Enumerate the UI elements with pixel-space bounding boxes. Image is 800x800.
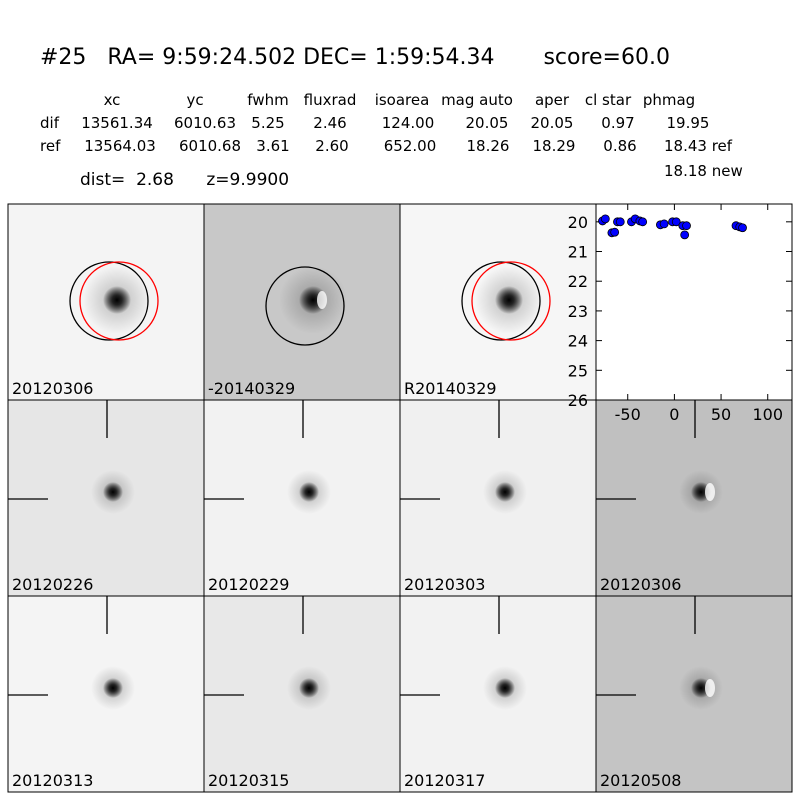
point	[659, 219, 669, 229]
table-cell: 3.61	[256, 137, 289, 155]
table-cell: 20.05	[466, 114, 509, 132]
point	[615, 217, 625, 227]
title: #25 RA= 9:59:24.502 DEC= 1:59:54.34 scor…	[40, 45, 670, 70]
table-cell: 20.05	[531, 114, 574, 132]
column-header: yc	[186, 91, 203, 109]
point	[682, 221, 691, 231]
table-cell: 19.95	[667, 114, 710, 132]
column-header: mag auto	[441, 91, 513, 109]
x-tick-label: 50	[711, 405, 731, 424]
column-header: aper	[535, 91, 570, 109]
column-header: isoarea	[375, 91, 430, 109]
source	[495, 678, 515, 698]
table-cell: 124.00	[382, 114, 435, 132]
panel-label: 20120306	[12, 379, 93, 398]
panel-label: 20120315	[208, 771, 289, 790]
column-header: fwhm	[247, 91, 288, 109]
table-cell: 18.43 ref	[664, 137, 733, 155]
point	[671, 217, 681, 227]
table-cell: 6010.68	[179, 137, 241, 155]
aperture-circle	[69, 261, 149, 341]
table-cell: 0.86	[603, 137, 636, 155]
column-header: phmag	[643, 91, 695, 109]
source	[299, 678, 319, 698]
table-extra: 18.18 new	[664, 162, 743, 180]
table-cell: 652.00	[384, 137, 437, 155]
image-panel	[399, 203, 597, 401]
table-cell: 18.26	[467, 137, 510, 155]
table-cell: 13561.34	[81, 114, 153, 132]
table-cell: 0.97	[601, 114, 634, 132]
point	[680, 230, 690, 240]
source	[103, 286, 131, 314]
table-cell: 2.60	[315, 137, 348, 155]
table-cell: 2.46	[313, 114, 346, 132]
dist-line: dist= 2.68 z=9.9900	[80, 170, 289, 190]
y-tick-label: 22	[568, 272, 588, 291]
source	[299, 482, 319, 502]
aperture-circle-red	[471, 261, 551, 341]
point	[610, 227, 620, 237]
panel-label: 20120313	[12, 771, 93, 790]
table-cell: 13564.03	[84, 137, 156, 155]
y-tick-label: 26	[568, 391, 588, 410]
x-tick-label: 0	[669, 405, 679, 424]
panel-label: 20120306	[600, 575, 681, 594]
residual	[705, 679, 715, 697]
column-header: fluxrad	[304, 91, 357, 109]
source	[103, 482, 123, 502]
x-tick-label: -50	[615, 405, 641, 424]
table-cell: 6010.63	[174, 114, 236, 132]
residual	[705, 483, 715, 501]
plot-area	[595, 203, 793, 401]
panel-label: -20140329	[208, 379, 295, 398]
y-tick-label: 25	[568, 361, 588, 380]
point	[638, 217, 648, 227]
row-label: dif	[40, 114, 60, 132]
point	[600, 214, 610, 224]
aperture-circle	[461, 261, 541, 341]
panel-label: 20120303	[404, 575, 485, 594]
column-header: cl star	[585, 91, 632, 109]
x-tick-label: 100	[752, 405, 783, 424]
aperture-circle	[265, 266, 345, 346]
panel-label: 20120229	[208, 575, 289, 594]
aperture-circle-red	[79, 261, 159, 341]
column-header: xc	[104, 91, 121, 109]
y-tick-label: 20	[568, 213, 588, 232]
source	[495, 286, 523, 314]
y-tick-label: 21	[568, 243, 588, 262]
row-label: ref	[40, 137, 61, 155]
point	[738, 223, 747, 233]
source	[103, 678, 123, 698]
table-cell: 5.25	[251, 114, 284, 132]
panel-label: 20120226	[12, 575, 93, 594]
y-tick-label: 23	[568, 302, 588, 321]
panel-label: R20140329	[404, 379, 497, 398]
source	[495, 482, 515, 502]
panel-label: 20120508	[600, 771, 681, 790]
residual	[317, 291, 327, 309]
table-cell: 18.29	[533, 137, 576, 155]
y-tick-label: 24	[568, 332, 588, 351]
panel-label: 20120317	[404, 771, 485, 790]
